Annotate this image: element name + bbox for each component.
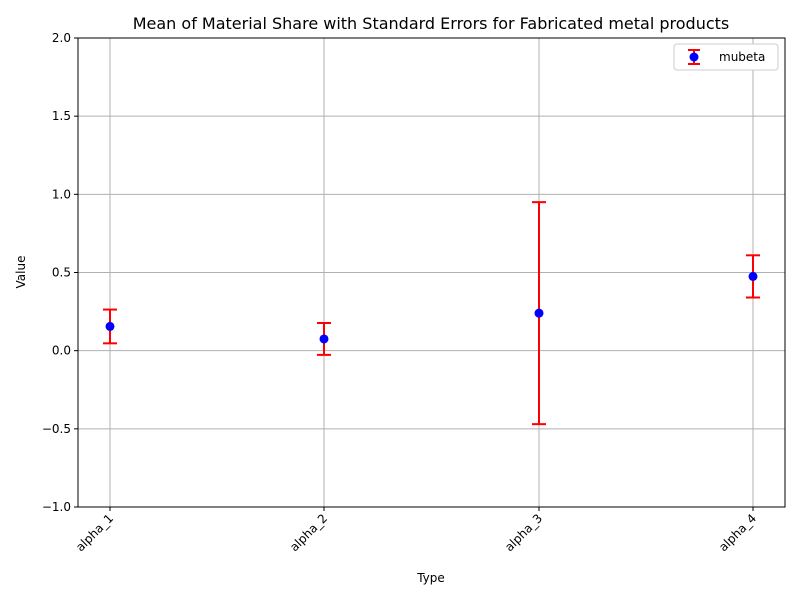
series-mubeta — [103, 201, 760, 426]
data-point-alpha_2 — [317, 321, 331, 356]
y-tick-label: 0.0 — [52, 344, 71, 358]
data-point-alpha_1 — [103, 308, 117, 345]
x-axis-label: Type — [416, 571, 445, 585]
y-tick-label: −1.0 — [42, 500, 71, 514]
legend-marker-icon — [689, 52, 699, 62]
data-marker — [105, 321, 115, 331]
y-axis-ticks: −1.0 −0.5 0.0 0.5 1.0 1.5 2.0 — [42, 31, 78, 514]
plot-frame — [77, 37, 786, 508]
data-marker — [748, 271, 758, 281]
y-tick-label: 1.5 — [52, 109, 71, 123]
data-point-alpha_4 — [746, 254, 760, 299]
legend-label: mubeta — [719, 50, 765, 64]
y-tick-label: 1.0 — [52, 187, 71, 201]
legend: mubeta — [673, 43, 779, 71]
y-tick-label: 2.0 — [52, 31, 71, 45]
data-point-alpha_3 — [532, 201, 546, 426]
data-marker — [534, 308, 544, 318]
y-axis-label: Value — [14, 256, 28, 289]
y-tick-label: 0.5 — [52, 266, 71, 280]
y-tick-label: −0.5 — [42, 422, 71, 436]
data-marker — [319, 334, 329, 344]
chart-title: Mean of Material Share with Standard Err… — [133, 14, 730, 33]
